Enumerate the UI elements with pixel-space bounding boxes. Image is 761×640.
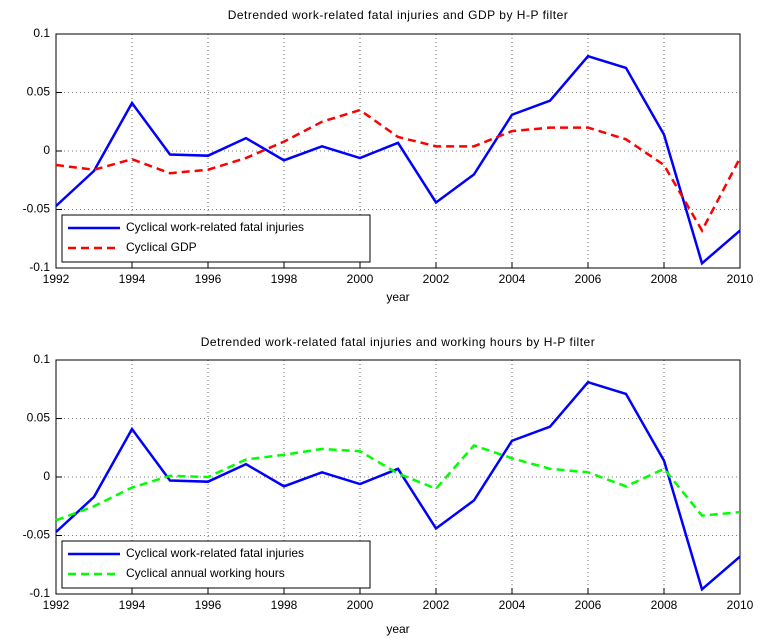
x-tick-label: 2008: [651, 272, 678, 286]
x-axis-label: year: [386, 622, 409, 636]
x-tick-label: 2010: [727, 272, 754, 286]
axes-frame: [55, 359, 741, 595]
x-tick-label: 1998: [271, 598, 298, 612]
data-line: [55, 54, 741, 266]
y-tick-label: -0.1: [29, 260, 50, 274]
legend-label: Cyclical annual working hours: [126, 566, 285, 580]
x-tick-label: 2006: [575, 598, 602, 612]
y-tick-label: 0.05: [27, 85, 51, 99]
x-tick-label: 2010: [727, 598, 754, 612]
legend-box: [61, 214, 371, 263]
x-tick-label: 1992: [43, 272, 70, 286]
legend-label: Cyclical work-related fatal injuries: [126, 546, 304, 560]
y-tick-label: 0: [43, 143, 50, 157]
x-tick-label: 2002: [423, 272, 450, 286]
data-line: [55, 108, 742, 234]
x-tick-label: 2004: [499, 598, 526, 612]
x-tick-label: 1996: [195, 272, 222, 286]
x-tick-label: 1994: [119, 598, 146, 612]
x-tick-label: 2000: [347, 272, 374, 286]
x-tick-label: 1992: [43, 598, 70, 612]
x-tick-label: 2006: [575, 272, 602, 286]
x-tick-label: 1998: [271, 272, 298, 286]
x-tick-label: 2000: [347, 598, 374, 612]
chart-title: Detrended work-related fatal injuries an…: [201, 335, 595, 349]
y-tick-label: 0: [43, 469, 50, 483]
x-tick-label: 1994: [119, 272, 146, 286]
data-line: [55, 443, 741, 522]
data-line: [55, 380, 741, 592]
legend-label: Cyclical GDP: [126, 240, 197, 254]
y-tick-label: -0.05: [23, 528, 51, 542]
legend-label: Cyclical work-related fatal injuries: [126, 220, 304, 234]
chart-title: Detrended work-related fatal injuries an…: [228, 8, 569, 22]
x-axis-label: year: [386, 290, 409, 304]
y-tick-label: 0.1: [33, 352, 50, 366]
x-tick-label: 1996: [195, 598, 222, 612]
y-tick-label: 0.1: [33, 26, 50, 40]
x-tick-label: 2004: [499, 272, 526, 286]
y-tick-label: -0.05: [23, 202, 51, 216]
axes-frame: [55, 33, 741, 269]
x-tick-label: 2008: [651, 598, 678, 612]
y-tick-label: -0.1: [29, 586, 50, 600]
x-tick-label: 2002: [423, 598, 450, 612]
legend-box: [61, 540, 371, 589]
y-tick-label: 0.05: [27, 411, 51, 425]
